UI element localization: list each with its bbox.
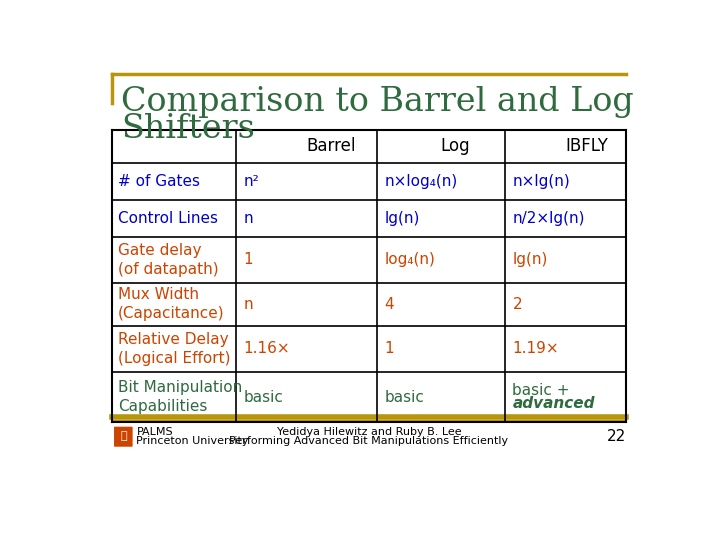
Text: Shifters: Shifters — [121, 112, 255, 145]
Text: Bit Manipulation
Capabilities: Bit Manipulation Capabilities — [118, 380, 242, 414]
Text: Comparison to Barrel and Log: Comparison to Barrel and Log — [121, 86, 634, 118]
Text: basic: basic — [384, 389, 424, 404]
Text: lg(n): lg(n) — [513, 252, 548, 267]
Text: 1.19×: 1.19× — [513, 341, 559, 356]
Text: Control Lines: Control Lines — [118, 211, 218, 226]
Text: Mux Width
(Capacitance): Mux Width (Capacitance) — [118, 287, 225, 321]
Text: n: n — [243, 211, 253, 226]
Text: # of Gates: # of Gates — [118, 173, 200, 188]
Text: Barrel: Barrel — [306, 137, 356, 156]
Text: PALMS: PALMS — [137, 427, 173, 437]
Text: basic +: basic + — [513, 383, 570, 397]
Text: 2: 2 — [513, 297, 522, 312]
Text: Gate delay
(of datapath): Gate delay (of datapath) — [118, 242, 219, 276]
Text: 4: 4 — [384, 297, 394, 312]
FancyBboxPatch shape — [114, 427, 132, 447]
Text: 22: 22 — [607, 429, 626, 444]
Text: Princeton University: Princeton University — [137, 436, 249, 447]
Text: n: n — [243, 297, 253, 312]
Text: IBFLY: IBFLY — [565, 137, 608, 156]
Text: basic: basic — [243, 389, 284, 404]
Text: n×log₄(n): n×log₄(n) — [384, 173, 458, 188]
Text: Relative Delay
(Logical Effort): Relative Delay (Logical Effort) — [118, 332, 230, 366]
Text: advanced: advanced — [513, 396, 595, 411]
Text: n²: n² — [243, 173, 259, 188]
Text: Performing Advanced Bit Manipulations Efficiently: Performing Advanced Bit Manipulations Ef… — [230, 436, 508, 447]
Text: n/2×lg(n): n/2×lg(n) — [513, 211, 585, 226]
Text: Yedidya Hilewitz and Ruby B. Lee: Yedidya Hilewitz and Ruby B. Lee — [276, 427, 462, 437]
Text: log₄(n): log₄(n) — [384, 252, 436, 267]
Text: ⛉: ⛉ — [120, 431, 127, 441]
Bar — [112, 130, 626, 422]
Text: 1: 1 — [384, 341, 394, 356]
Text: 1: 1 — [243, 252, 253, 267]
Text: 1.16×: 1.16× — [243, 341, 290, 356]
Text: Log: Log — [441, 137, 470, 156]
Text: lg(n): lg(n) — [384, 211, 420, 226]
Text: n×lg(n): n×lg(n) — [513, 173, 570, 188]
